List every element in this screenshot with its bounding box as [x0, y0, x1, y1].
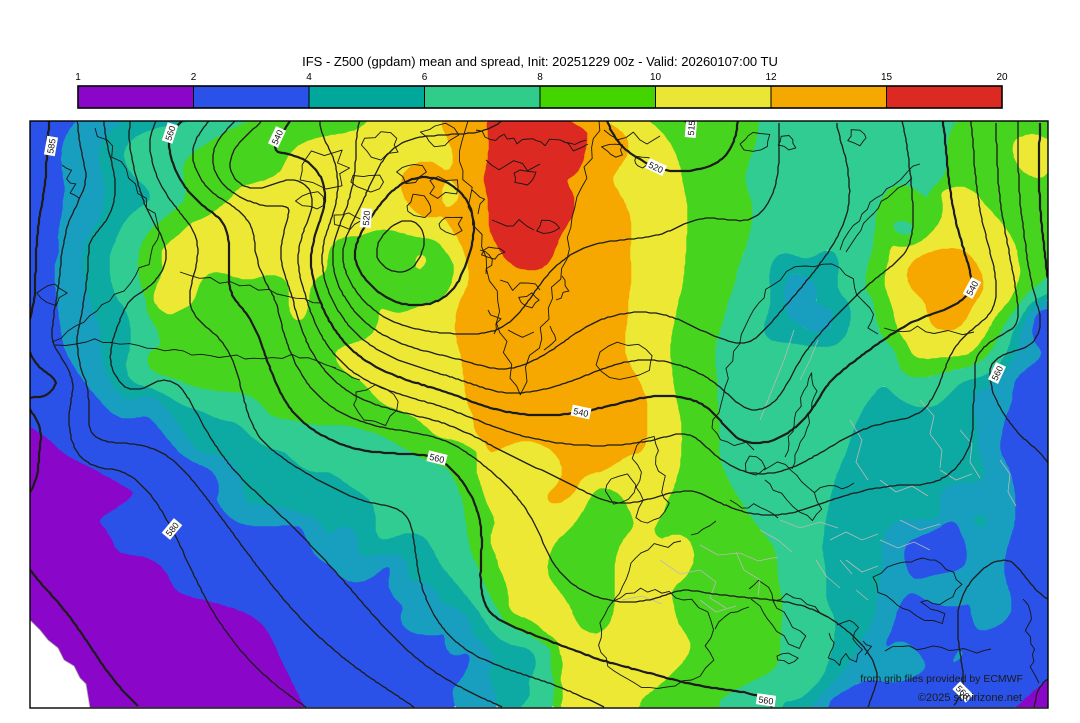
- svg-text:515: 515: [686, 120, 697, 136]
- svg-text:10: 10: [650, 72, 662, 83]
- svg-text:560: 560: [163, 124, 177, 141]
- svg-text:©2025 stmirizone.net: ©2025 stmirizone.net: [918, 692, 1022, 704]
- svg-text:15: 15: [881, 72, 893, 83]
- svg-text:12: 12: [765, 72, 777, 83]
- svg-text:540: 540: [573, 406, 590, 419]
- svg-text:4: 4: [306, 72, 312, 83]
- svg-text:IFS - Z500 (gpdam) mean and sp: IFS - Z500 (gpdam) mean and spread, Init…: [302, 54, 778, 69]
- svg-text:520: 520: [361, 210, 372, 226]
- svg-text:8: 8: [537, 72, 543, 83]
- svg-text:560: 560: [428, 452, 445, 465]
- svg-text:585: 585: [45, 138, 57, 155]
- svg-text:560: 560: [758, 694, 774, 706]
- svg-text:20: 20: [996, 72, 1008, 83]
- svg-text:1: 1: [75, 72, 81, 83]
- svg-text:2: 2: [191, 72, 197, 83]
- svg-text:6: 6: [422, 72, 428, 83]
- svg-text:from grib files provided by EC: from grib files provided by ECMWF: [860, 673, 1023, 685]
